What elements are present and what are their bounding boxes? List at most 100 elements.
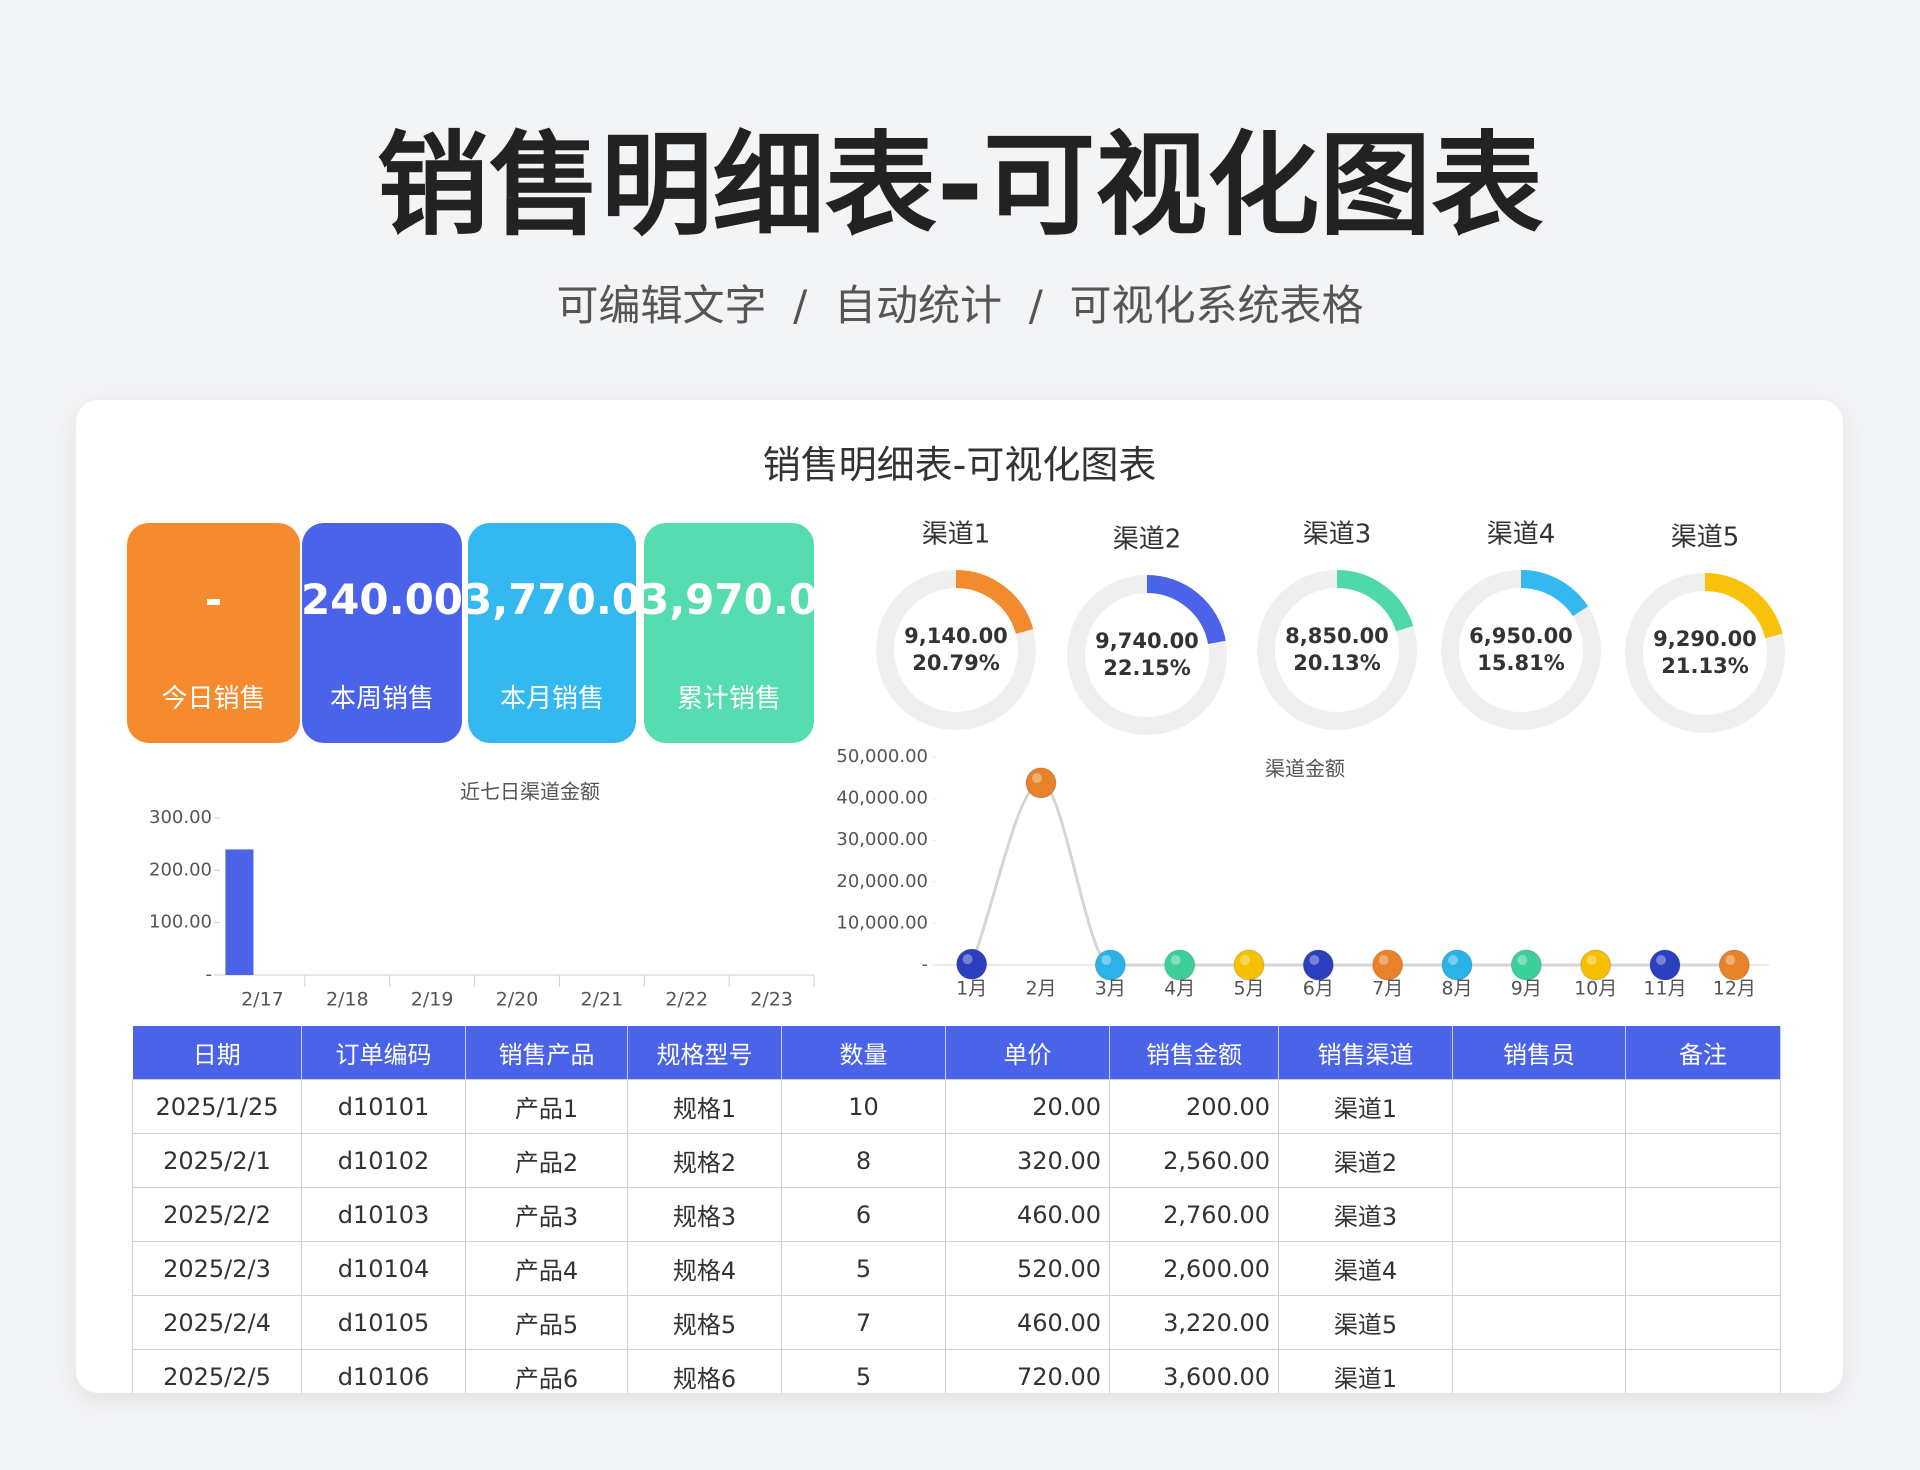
point-highlight bbox=[1725, 955, 1736, 965]
table-cell: 2025/2/1 bbox=[132, 1133, 302, 1188]
table-cell: 渠道3 bbox=[1278, 1187, 1453, 1242]
table-header-cell: 单价 bbox=[945, 1026, 1110, 1080]
y-tick-label: 50,000.00 bbox=[836, 746, 928, 767]
point-highlight bbox=[1378, 955, 1389, 965]
x-tick-label: 8月 bbox=[1441, 978, 1472, 1000]
table-cell: 产品1 bbox=[465, 1079, 628, 1134]
table-cell: 2,760.00 bbox=[1109, 1187, 1279, 1242]
kpi-value: 43,770.00 bbox=[468, 575, 636, 624]
x-tick-label: 11月 bbox=[1643, 978, 1686, 1000]
kpi-card: 43,970.00 累计销售 bbox=[644, 523, 814, 743]
kpi-card: 240.00 本周销售 bbox=[302, 523, 462, 743]
table-cell: 720.00 bbox=[945, 1349, 1110, 1393]
table-cell: d10105 bbox=[301, 1295, 466, 1350]
table-cell: 产品2 bbox=[465, 1133, 628, 1188]
y-tick-label: 30,000.00 bbox=[836, 829, 928, 850]
point-highlight bbox=[1448, 955, 1458, 965]
x-tick-label: 2/23 bbox=[750, 989, 793, 1011]
point-highlight bbox=[1586, 955, 1597, 965]
table-cell: 200.00 bbox=[1109, 1079, 1279, 1134]
kpi-card: - 今日销售 bbox=[127, 523, 300, 743]
y-tick-label: 40,000.00 bbox=[836, 788, 928, 809]
x-tick-label: 2/21 bbox=[581, 989, 624, 1011]
x-tick-label: 1月 bbox=[956, 978, 987, 1000]
table-cell: 规格4 bbox=[627, 1241, 782, 1296]
table-header-cell: 数量 bbox=[781, 1026, 946, 1080]
table-cell bbox=[1452, 1349, 1626, 1393]
y-tick-label: 200.00 bbox=[149, 859, 212, 880]
table-header: 日期 订单编码 销售产品 规格型号 数量 单价 销售金额 销售渠道 销售员 备注 bbox=[132, 1026, 1781, 1080]
table-cell bbox=[1452, 1079, 1626, 1134]
point-highlight bbox=[962, 954, 973, 965]
donut-percent: 20.13% bbox=[1293, 651, 1380, 675]
donut-title: 渠道1 bbox=[922, 520, 991, 550]
table-cell bbox=[1625, 1187, 1781, 1242]
x-tick-label: 2/20 bbox=[496, 989, 539, 1011]
table-cell: d10104 bbox=[301, 1241, 466, 1296]
table-cell: 产品4 bbox=[465, 1241, 628, 1296]
kpi-value: - bbox=[204, 575, 223, 624]
table-cell: 渠道1 bbox=[1278, 1079, 1453, 1134]
table-cell: 2025/2/5 bbox=[132, 1349, 302, 1393]
table-cell: 2025/1/25 bbox=[132, 1079, 302, 1134]
table-cell: 规格1 bbox=[627, 1079, 782, 1134]
donut-arc bbox=[955, 570, 1034, 635]
table-cell: 460.00 bbox=[945, 1187, 1110, 1242]
kpi-value: 43,970.00 bbox=[644, 575, 814, 624]
table-cell: 6 bbox=[781, 1187, 946, 1242]
x-tick-label: 2/18 bbox=[326, 989, 369, 1011]
table-cell: 10 bbox=[781, 1079, 946, 1134]
table-cell bbox=[1625, 1079, 1781, 1134]
table-header-cell: 销售产品 bbox=[465, 1026, 628, 1080]
point bbox=[1372, 949, 1404, 981]
point-highlight bbox=[1309, 955, 1320, 965]
donut-amount: 9,740.00 bbox=[1095, 629, 1199, 653]
table-cell: 8 bbox=[781, 1133, 946, 1188]
table-cell: 5 bbox=[781, 1241, 946, 1296]
table-row: 2025/2/5 d10106 产品6 规格6 5 720.00 3,600.00 渠道1 bbox=[132, 1349, 1781, 1393]
table-area: 日期 订单编码 销售产品 规格型号 数量 单价 销售金额 销售渠道 销售员 备注 2025/1/2… bbox=[132, 1026, 1782, 1393]
table-cell: 20.00 bbox=[945, 1079, 1110, 1134]
table-row: 2025/2/4 d10105 产品5 规格5 7 460.00 3,220.00 渠道5 bbox=[132, 1295, 1781, 1350]
donut-arc bbox=[1146, 575, 1226, 645]
table-cell: 320.00 bbox=[945, 1133, 1110, 1188]
x-tick-label: 2/17 bbox=[241, 989, 284, 1011]
x-tick-label: 3月 bbox=[1095, 978, 1126, 1000]
point bbox=[1164, 949, 1196, 981]
table-cell: d10102 bbox=[301, 1133, 466, 1188]
donut-percent: 22.15% bbox=[1103, 656, 1190, 680]
table-cell bbox=[1452, 1133, 1626, 1188]
table-cell: 2025/2/3 bbox=[132, 1241, 302, 1296]
kpi-label: 本周销售 bbox=[329, 684, 434, 714]
point bbox=[1025, 767, 1057, 799]
donut-arc bbox=[1336, 570, 1414, 632]
table-cell: d10103 bbox=[301, 1187, 466, 1242]
y-tick-label: 20,000.00 bbox=[836, 871, 928, 892]
y-tick-label: - bbox=[922, 954, 929, 975]
kpi-label: 累计销售 bbox=[676, 684, 781, 714]
y-tick-label: - bbox=[206, 964, 213, 985]
table-cell: 产品6 bbox=[465, 1349, 628, 1393]
donut-arc bbox=[1704, 573, 1783, 639]
table-cell: 规格5 bbox=[627, 1295, 782, 1350]
donut-title: 渠道2 bbox=[1113, 525, 1182, 555]
donut-amount: 6,950.00 bbox=[1469, 624, 1573, 648]
point-highlight bbox=[1240, 955, 1250, 965]
table-row: 2025/2/1 d10102 产品2 规格2 8 320.00 2,560.00 渠道2 bbox=[132, 1133, 1781, 1188]
donut-title: 渠道4 bbox=[1487, 520, 1556, 550]
table-cell: 渠道1 bbox=[1278, 1349, 1453, 1393]
table-cell bbox=[1452, 1187, 1626, 1242]
kpi-label: 本月销售 bbox=[499, 684, 604, 714]
x-tick-label: 10月 bbox=[1574, 978, 1617, 1000]
point-highlight bbox=[1032, 772, 1042, 783]
table-cell: 2,560.00 bbox=[1109, 1133, 1279, 1188]
page-title: 销售明细表-可视化图表 bbox=[376, 121, 1544, 251]
y-tick-label: 300.00 bbox=[149, 807, 212, 828]
table-cell: 2,600.00 bbox=[1109, 1241, 1279, 1296]
donut-arc bbox=[1520, 570, 1589, 617]
point-highlight bbox=[1170, 955, 1181, 965]
table-cell: 规格6 bbox=[627, 1349, 782, 1393]
table-cell: d10106 bbox=[301, 1349, 466, 1393]
point bbox=[1302, 949, 1334, 981]
